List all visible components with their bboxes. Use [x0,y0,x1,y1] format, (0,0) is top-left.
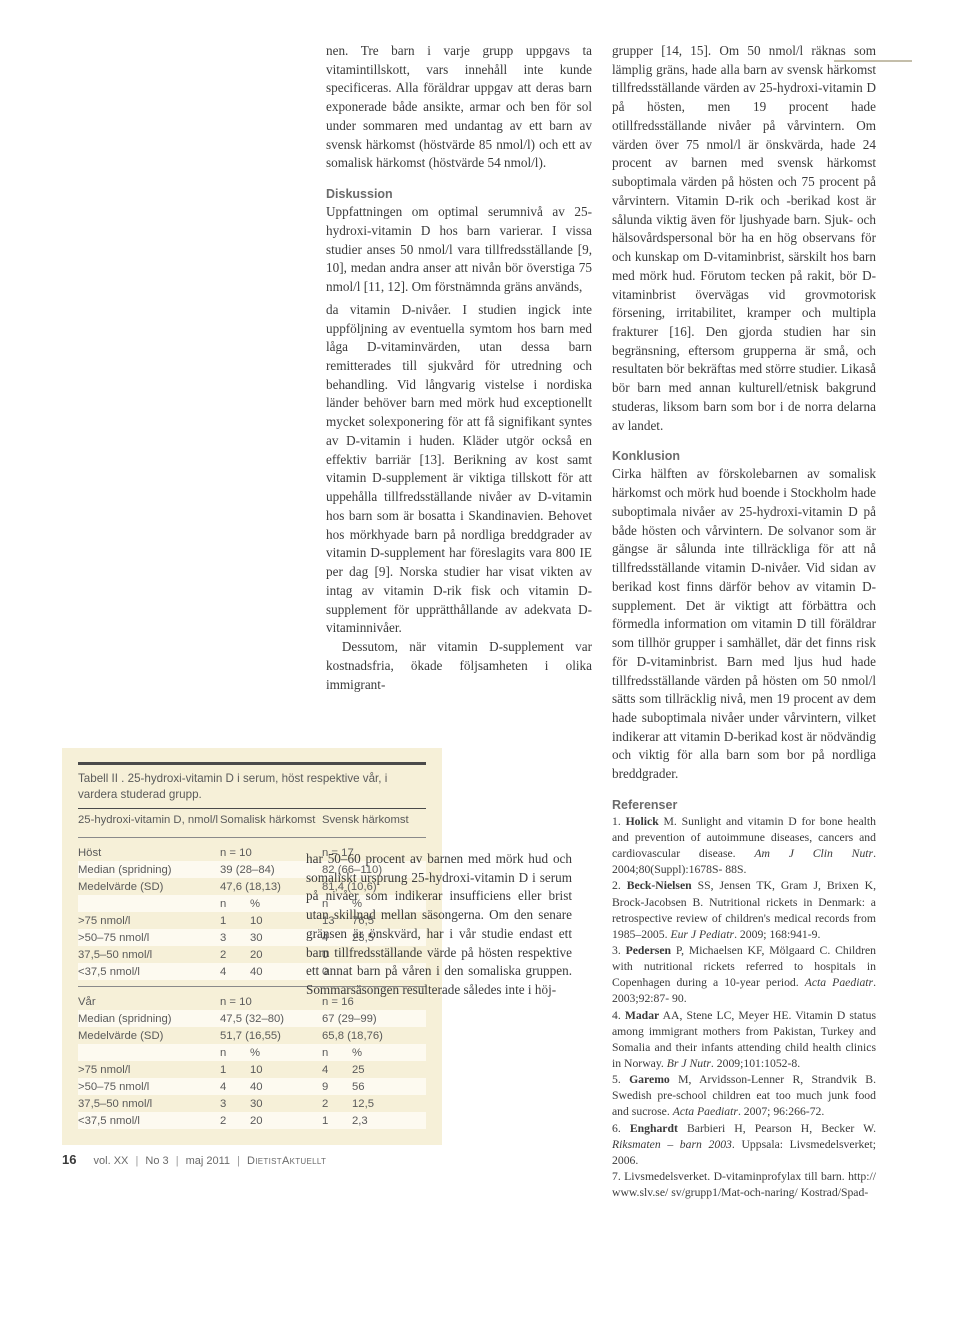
table-cell: n [322,1047,352,1059]
section-heading-konklusion: Konklusion [612,449,876,463]
table-cell: 56 [352,1081,424,1093]
table-cell: Medelvärde (SD) [78,881,220,893]
table-cell: 4 [220,966,250,978]
reference-item: 5. Garemo M, Arvidsson-Lenner R, Strandv… [612,1072,876,1120]
table-cell: 1 [220,915,250,927]
table-cell: 2 [220,1115,250,1127]
body-text: grupper [14, 15]. Om 50 nmol/l räknas so… [612,42,876,435]
table-cell: % [250,1047,322,1059]
table-cell: 25 [352,1064,424,1076]
body-text: Cirka hälften av förskolebarnen av somal… [612,465,876,783]
reference-item: 4. Madar AA, Stene LC, Meyer HE. Vitamin… [612,1008,876,1073]
table-cell: 12,5 [352,1098,424,1110]
table-cell: 4 [322,1064,352,1076]
table-cell: 4 [220,1081,250,1093]
body-text: Uppfattningen om optimal serumnivå av 25… [326,203,592,297]
table-cell: >50–75 nmol/l [78,932,220,944]
section-heading-diskussion: Diskussion [326,187,592,201]
footer-no: No 3 [145,1155,168,1167]
table-cell: 1 [220,1064,250,1076]
table-cell: 51,7 (16,55) [220,1030,322,1042]
table-cell: % [352,1047,424,1059]
body-text: da vitamin D-nivåer. I studien ingick in… [326,301,592,638]
table-cell: 9 [322,1081,352,1093]
table-cell: >75 nmol/l [78,1064,220,1076]
table-group-label: Vår [78,996,220,1008]
body-paragraph: Uppfattningen om optimal serumnivå av 25… [326,203,592,297]
reference-item: 2. Beck-Nielsen SS, Jensen TK, Gram J, B… [612,878,876,943]
section-heading-referenser: Referenser [612,798,876,812]
references-list: 1. Holick M. Sunlight and vitamin D for … [612,814,876,1201]
table-cell: Median (spridning) [78,864,220,876]
table-cell: 30 [250,1098,322,1110]
table-group-label: Höst [78,847,220,859]
body-paragraph: Cirka hälften av förskolebarnen av somal… [612,465,876,783]
table-cell: 67 (29–99) [322,1013,424,1025]
reference-item: 3. Pedersen P, Michaelsen KF, Mölgaard C… [612,943,876,1008]
table-cell: <37,5 nmol/l [78,966,220,978]
table-cell: 2,3 [352,1115,424,1127]
narrow-body-text: har 50–60 procent av barnen med mörk hud… [306,850,572,1000]
table-cell: 3 [220,932,250,944]
table-cell: 1 [322,1115,352,1127]
page-footer: 16 vol. XX | No 3 | maj 2011 | DietistAk… [62,1152,326,1167]
table-col-header: Somalisk härkomst [220,814,322,826]
body-text: nen. Tre barn i varje grupp uppgavs ta v… [326,42,592,173]
table-cell: n [220,898,250,910]
table-cell: 2 [220,949,250,961]
page-number: 16 [62,1152,76,1167]
table-cell: Medelvärde (SD) [78,1030,220,1042]
table-cell: 65,8 (18,76) [322,1030,424,1042]
body-text: Dessutom, när vitamin D-supplement var k… [326,638,592,694]
table-cell: 47,5 (32–80) [220,1013,322,1025]
table-cell: >50–75 nmol/l [78,1081,220,1093]
table-caption: Tabell II . 25-hydroxi-vitamin D i serum… [78,762,426,808]
table-cell: Median (spridning) [78,1013,220,1025]
table-cell: <37,5 nmol/l [78,1115,220,1127]
footer-journal: DietistAktuellt [247,1155,326,1167]
body-paragraph: nen. Tre barn i varje grupp uppgavs ta v… [326,42,592,173]
body-paragraph: da vitamin D-nivåer. I studien ingick in… [326,301,592,694]
table-cell: 37,5–50 nmol/l [78,949,220,961]
table-cell: 2 [322,1098,352,1110]
table-cell: 40 [250,1081,322,1093]
reference-item: 6. Enghardt Barbieri H, Pearson H, Becke… [612,1121,876,1169]
table-cell: 20 [250,1115,322,1127]
table-col-header: 25-hydroxi-vitamin D, nmol/l [78,814,220,826]
table-cell: >75 nmol/l [78,915,220,927]
footer-date: maj 2011 [186,1155,230,1167]
body-paragraph: grupper [14, 15]. Om 50 nmol/l räknas so… [612,42,876,435]
table-cell: 10 [250,1064,322,1076]
reference-item: 7. Livsmedelsverket. D-vitaminprofylax t… [612,1169,876,1201]
table-cell: 3 [220,1098,250,1110]
footer-vol: vol. XX [94,1155,129,1167]
table-cell: 37,5–50 nmol/l [78,1098,220,1110]
reference-item: 1. Holick M. Sunlight and vitamin D for … [612,814,876,879]
table-col-header: Svensk härkomst [322,814,424,826]
table-cell: n [220,1047,250,1059]
